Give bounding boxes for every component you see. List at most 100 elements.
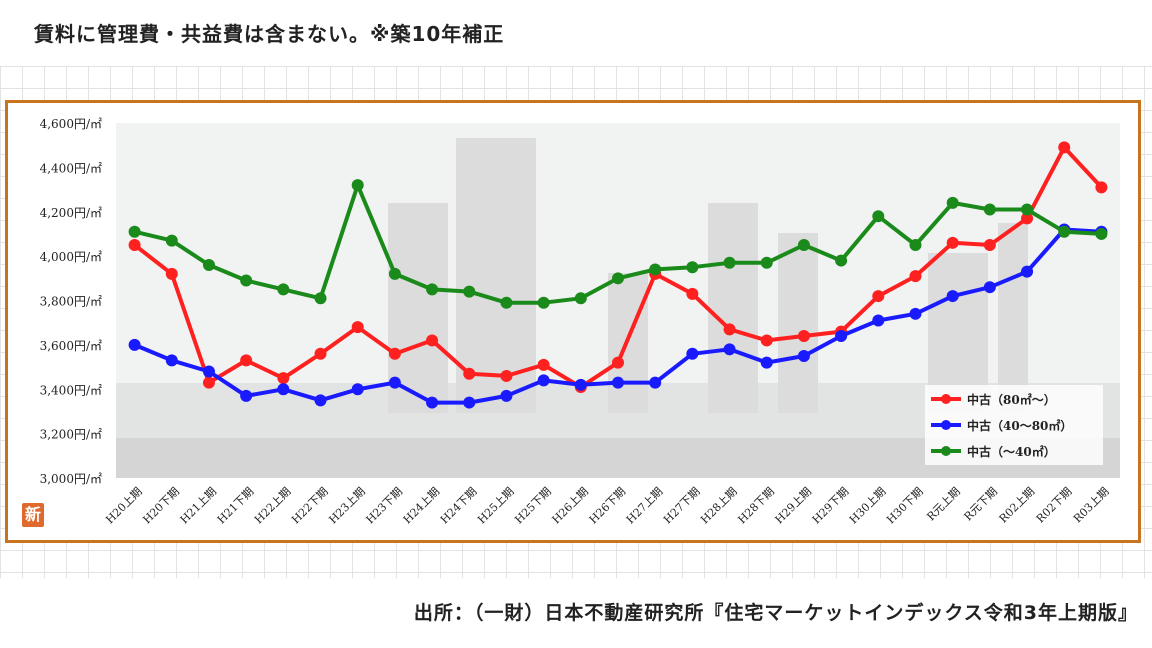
data-point-2 [1058, 225, 1071, 238]
x-tick-label: H20下期 [140, 485, 181, 526]
chart-frame: 3,000円/㎡ 3,200円/㎡ 3,400円/㎡ 3,600円/㎡ 3,800円/㎡… [5, 100, 1141, 543]
data-point-2 [537, 296, 550, 309]
x-tick-label: H25上期 [475, 485, 516, 526]
x-tick-label: H30上期 [847, 485, 888, 526]
x-tick-label: H23下期 [364, 485, 405, 526]
legend-swatch-marker-2 [941, 446, 951, 456]
data-point-1 [649, 376, 662, 389]
x-tick-label: H22上期 [252, 485, 293, 526]
data-point-0 [909, 270, 922, 283]
legend-swatch-marker-0 [941, 394, 951, 404]
data-point-2 [909, 239, 922, 252]
data-point-0 [202, 376, 215, 389]
data-point-0 [426, 334, 439, 347]
x-tick-label: H26下期 [587, 485, 628, 526]
publisher-logo: 新 [22, 503, 44, 527]
legend-swatch-marker-1 [941, 420, 951, 430]
data-point-1 [909, 307, 922, 320]
data-point-2 [649, 263, 662, 276]
footer-band [0, 578, 1152, 648]
data-point-1 [797, 349, 810, 362]
x-tick-label: H30下期 [884, 485, 925, 526]
x-tick-label: H21上期 [178, 485, 219, 526]
data-point-2 [314, 292, 327, 305]
data-point-0 [500, 369, 513, 382]
x-tick-label: H26上期 [550, 485, 591, 526]
data-point-1 [240, 389, 253, 402]
y-tick-label: 4,600円/㎡ [40, 117, 102, 131]
x-tick-label: R元下期 [962, 485, 1000, 523]
legend-label-1: 中古（40～80㎡） [967, 418, 1072, 433]
data-point-2 [165, 234, 178, 247]
data-point-1 [686, 347, 699, 360]
building-silhouette [778, 233, 818, 413]
data-point-2 [835, 254, 848, 267]
data-point-0 [1021, 212, 1034, 225]
x-tick-label: H27上期 [624, 485, 665, 526]
y-tick-label: 3,400円/㎡ [40, 383, 102, 397]
data-point-2 [686, 261, 699, 274]
x-tick-label: H29下期 [810, 485, 851, 526]
data-point-1 [277, 383, 290, 396]
data-point-1 [1021, 265, 1034, 278]
x-tick-label: H22下期 [289, 485, 330, 526]
y-tick-label: 3,800円/㎡ [40, 295, 102, 309]
data-point-0 [797, 330, 810, 342]
data-point-2 [612, 272, 624, 285]
data-point-1 [537, 374, 550, 387]
data-point-1 [128, 338, 141, 351]
data-point-2 [872, 210, 885, 223]
data-point-0 [388, 347, 401, 360]
x-tick-label: H28上期 [698, 485, 739, 526]
data-point-2 [760, 256, 773, 269]
data-point-0 [723, 323, 736, 336]
data-point-2 [277, 283, 290, 296]
legend-label-0: 中古（80㎡～） [967, 392, 1056, 407]
data-point-0 [351, 321, 364, 334]
data-point-0 [128, 239, 141, 252]
y-tick-label: 4,400円/㎡ [40, 161, 102, 175]
data-point-0 [760, 334, 773, 347]
y-tick-label: 4,200円/㎡ [40, 206, 102, 220]
data-point-0 [463, 367, 476, 380]
data-point-0 [165, 267, 178, 280]
legend: 中古（80㎡～） 中古（40～80㎡） 中古（～40㎡） [925, 385, 1103, 465]
data-point-2 [1095, 227, 1108, 240]
header-band [0, 0, 1152, 66]
building-silhouette [456, 138, 536, 413]
data-point-1 [314, 394, 327, 407]
y-tick-label: 3,600円/㎡ [40, 339, 102, 353]
data-point-2 [983, 203, 996, 216]
x-tick-label: H25下期 [512, 485, 553, 526]
x-tick-label: R02下期 [1034, 485, 1075, 526]
data-point-0 [686, 287, 699, 300]
data-point-1 [202, 365, 215, 378]
data-point-2 [946, 196, 959, 209]
data-point-1 [388, 376, 401, 389]
y-tick-label: 3,200円/㎡ [40, 428, 102, 442]
data-point-1 [723, 343, 736, 356]
data-point-1 [983, 281, 996, 294]
building-silhouette [708, 203, 758, 413]
data-point-2 [128, 225, 141, 238]
data-point-2 [723, 256, 736, 269]
data-point-0 [314, 347, 327, 360]
chart-note: 賃料に管理費・共益費は含まない。※築10年補正 [34, 22, 505, 46]
x-tick-label: H28下期 [735, 485, 776, 526]
x-tick-label: H24上期 [401, 485, 442, 526]
data-point-0 [277, 372, 290, 385]
legend-label-2: 中古（～40㎡） [967, 444, 1056, 459]
y-tick-label: 4,000円/㎡ [40, 250, 102, 264]
data-point-1 [872, 314, 885, 327]
x-tick-label: R02上期 [997, 485, 1038, 526]
data-point-2 [574, 292, 587, 305]
x-tick-label: H27下期 [661, 485, 702, 526]
source-citation: 出所：（一財）日本不動産研究所『住宅マーケットインデックス令和3年上期版』 [413, 602, 1138, 624]
x-tick-label: H20上期 [103, 485, 144, 526]
x-tick-label: H24下期 [438, 485, 479, 526]
x-tick-label: H23上期 [326, 485, 367, 526]
data-point-1 [500, 389, 513, 402]
data-point-0 [240, 354, 253, 367]
data-point-2 [240, 274, 253, 287]
y-tick-label: 3,000円/㎡ [40, 472, 102, 486]
